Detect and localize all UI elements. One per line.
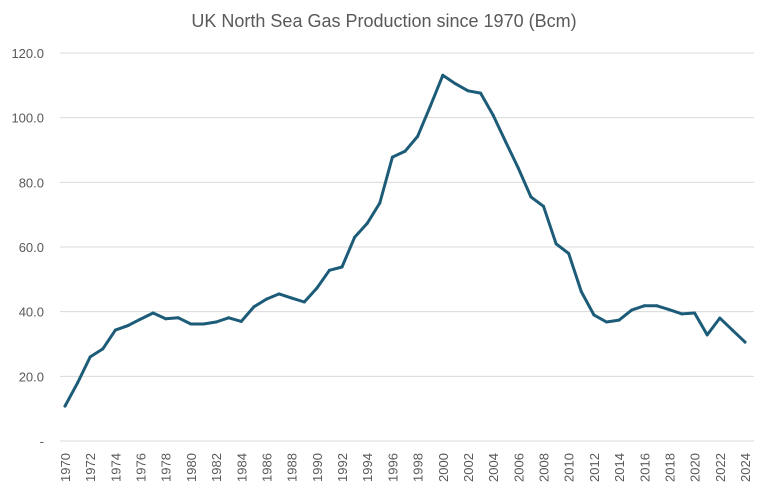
y-tick-label: - [40,434,44,449]
series-layer [63,73,747,408]
x-tick-label: 2022 [713,453,728,482]
data-point [630,308,634,312]
x-tick-label: 2024 [738,453,753,482]
gridlines [60,52,754,442]
data-point [113,328,117,332]
x-tick-label: 2002 [461,453,476,482]
data-point [214,320,218,324]
x-tick-label: 2004 [486,453,501,482]
data-point [705,333,709,337]
data-point [504,140,508,144]
x-tick-label: 2020 [688,453,703,482]
data-point [416,134,420,138]
data-point [378,201,382,205]
data-point [151,311,155,315]
x-tick-label: 1980 [184,453,199,482]
data-point [479,91,483,95]
x-tick-label: 2010 [562,453,577,482]
x-tick-label: 1994 [360,453,375,482]
data-point [365,221,369,225]
data-point [605,320,608,324]
data-point [542,204,545,208]
data-point [617,318,621,322]
data-point [239,319,243,323]
data-point [642,304,646,308]
y-tick-label: 40.0 [19,305,44,320]
data-point [592,313,596,317]
data-point [353,235,357,239]
x-tick-label: 2006 [511,453,526,482]
y-tick-label: 20.0 [19,369,44,384]
y-tick-label: 60.0 [19,240,44,255]
data-point [252,305,256,309]
data-point [403,149,407,153]
x-tick-label: 1974 [108,453,123,482]
chart-title: UK North Sea Gas Production since 1970 (… [191,11,576,31]
data-point [101,347,105,351]
data-point [730,328,734,332]
x-tick-label: 1972 [83,453,98,482]
x-tick-label: 1992 [335,453,350,482]
data-point [579,290,583,294]
x-tick-label: 2016 [637,453,652,482]
x-tick-label: 1978 [159,453,174,482]
data-point [390,155,394,159]
data-point [290,296,294,300]
y-tick-label: 120.0 [11,46,44,61]
x-tick-label: 1970 [58,453,73,482]
data-point [227,316,231,320]
data-point [428,104,432,108]
x-tick-label: 2008 [537,453,552,482]
x-tick-label: 2014 [612,453,627,482]
data-point [189,322,193,326]
data-point [164,317,168,321]
data-point [340,265,344,269]
y-tick-label: 100.0 [11,111,44,126]
data-point [265,297,268,301]
data-point [491,113,495,117]
y-axis-ticks: - 20.0 40.0 60.0 80.0 100.0 120.0 [11,46,44,449]
x-tick-label: 1998 [411,453,426,482]
x-tick-label: 1984 [234,453,249,482]
series-line [63,73,747,408]
data-point [202,322,205,326]
x-axis-ticks: 1970 1972 1974 1976 1978 1980 1982 1984 1986 1988… [58,453,753,482]
data-point [139,317,143,321]
data-point [667,308,671,312]
data-point [567,252,571,255]
x-tick-label: 2012 [587,453,602,482]
x-tick-label: 1986 [259,453,274,482]
data-point [126,324,130,328]
data-point [655,304,659,308]
data-point [63,404,67,408]
data-point [554,242,558,246]
data-point [743,340,747,344]
data-point [277,292,281,296]
data-point [88,355,92,359]
data-point [441,73,445,77]
data-point [693,311,697,315]
x-tick-label: 1976 [134,453,149,482]
data-point [176,316,180,320]
x-tick-label: 1990 [310,453,325,482]
x-tick-label: 1988 [285,453,300,482]
data-point [453,82,457,86]
data-point [466,89,470,93]
data-point [718,316,722,320]
x-tick-label: 2018 [662,453,677,482]
data-point [516,166,520,170]
data-point [680,312,684,316]
x-tick-label: 1982 [209,453,224,482]
data-point [315,286,319,290]
data-point [302,300,306,304]
x-tick-label: 2000 [436,453,451,482]
data-point [76,381,80,385]
x-tick-label: 1996 [385,453,400,482]
data-point [529,195,533,199]
y-tick-label: 80.0 [19,175,44,190]
data-point [327,268,331,272]
